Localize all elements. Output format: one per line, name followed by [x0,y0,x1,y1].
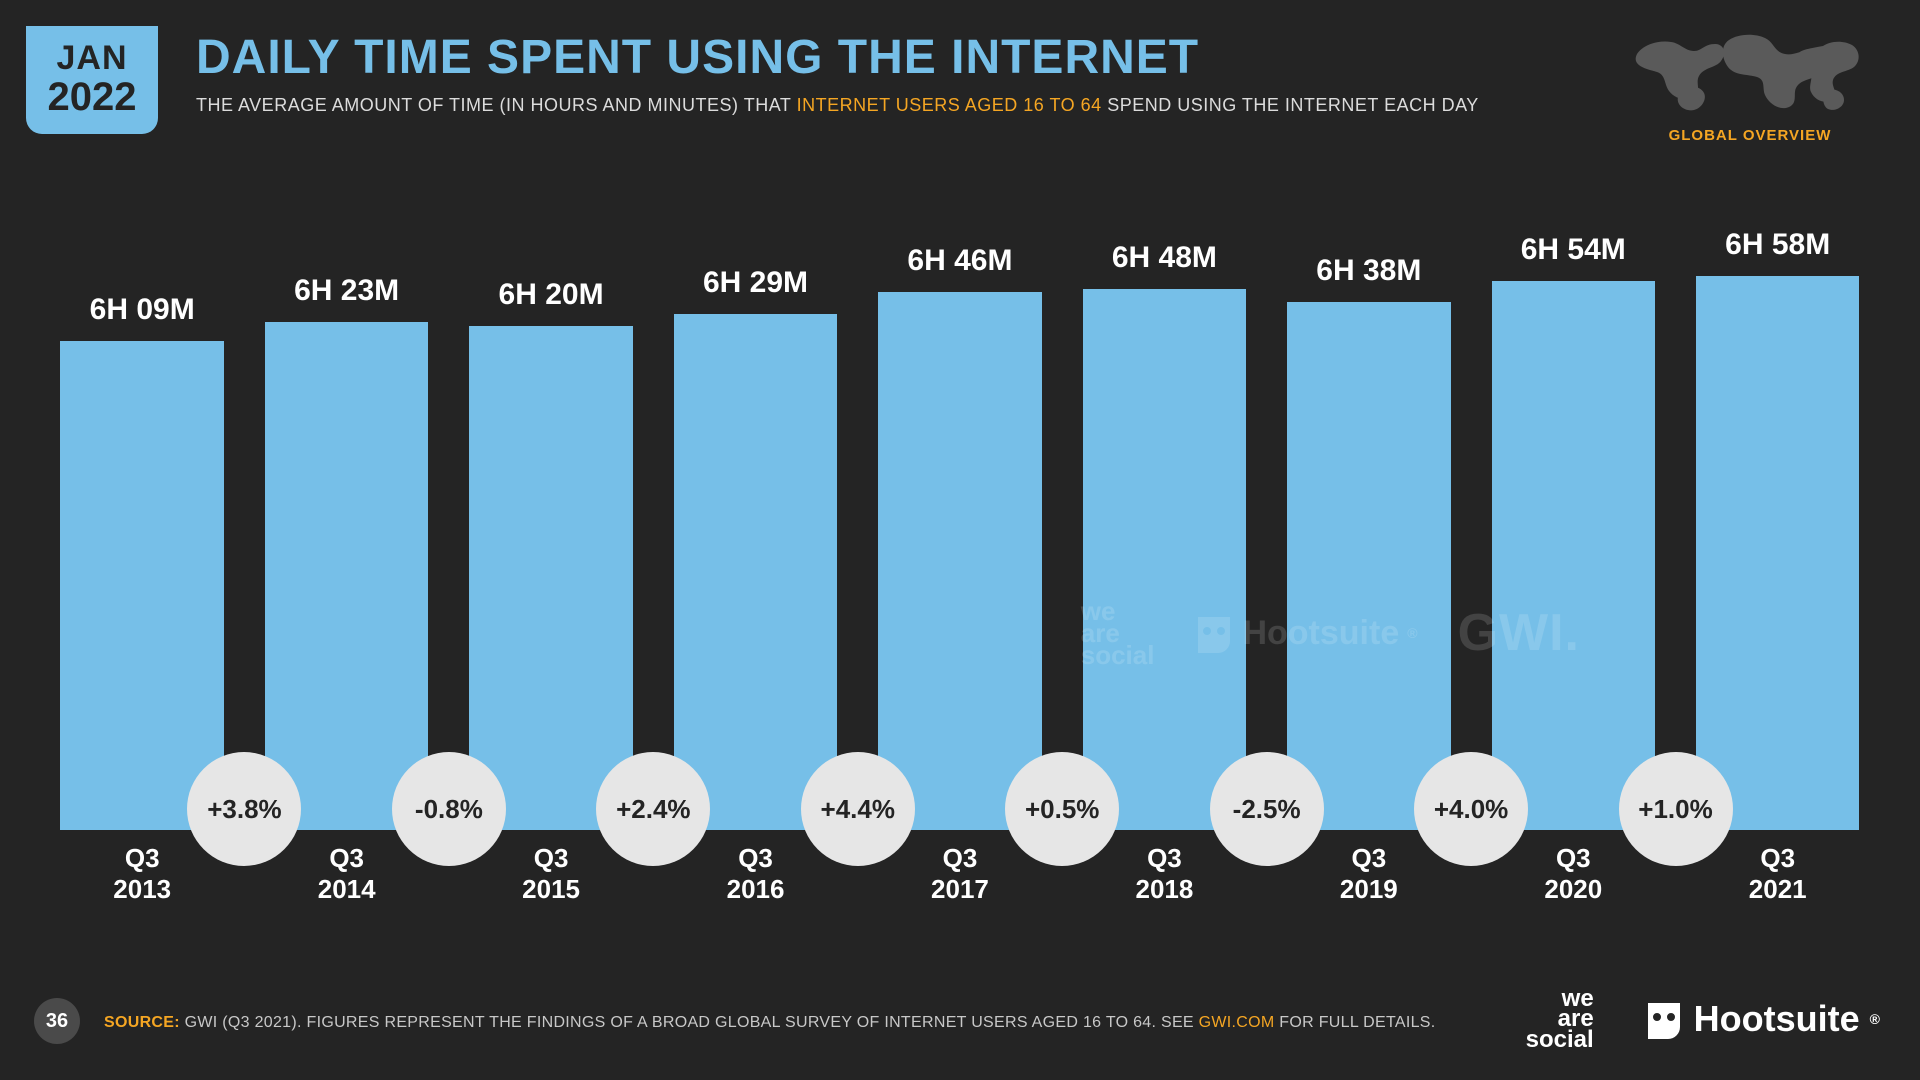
x-axis-label: Q32013+3.8% [40,830,244,930]
bar: 6H 54M [1492,281,1656,830]
bar-value-label: 6H 09M [90,293,195,327]
logo-wearesocial: wearesocial [1526,989,1594,1050]
page-subtitle: THE AVERAGE AMOUNT OF TIME (IN HOURS AND… [196,95,1600,116]
bar-value-label: 6H 23M [294,274,399,308]
source-link: GWI.COM [1199,1014,1275,1031]
bar: 6H 09M [60,341,224,830]
date-year: 2022 [48,75,137,119]
source-text-pre: GWI (Q3 2021). FIGURES REPRESENT THE FIN… [180,1014,1199,1031]
delta-badge: +1.0% [1619,752,1733,866]
title-block: DAILY TIME SPENT USING THE INTERNET THE … [196,30,1600,116]
delta-badge: +4.4% [801,752,915,866]
bar-slot: 6H 48M [1062,220,1266,830]
bar-value-label: 6H 29M [703,266,808,300]
source-line: SOURCE: GWI (Q3 2021). FIGURES REPRESENT… [104,1014,1436,1032]
globe-caption: GLOBAL OVERVIEW [1620,127,1880,144]
delta-badge: -0.8% [392,752,506,866]
bar-value-label: 6H 20M [499,278,604,312]
delta-badge: +4.0% [1414,752,1528,866]
bar-value-label: 6H 54M [1521,233,1626,267]
page-number: 36 [34,998,80,1044]
bar: 6H 29M [674,314,838,830]
bar: 6H 38M [1287,302,1451,830]
bar-slot: 6H 09M [40,220,244,830]
delta-badge: +2.4% [596,752,710,866]
bar-slot: 6H 54M [1471,220,1675,830]
bar-value-label: 6H 58M [1725,228,1830,262]
bar-slot: 6H 20M [449,220,653,830]
x-axis: Q32013+3.8%Q32014-0.8%Q32015+2.4%Q32016+… [40,830,1880,930]
delta-badge: +3.8% [187,752,301,866]
bar-value-label: 6H 38M [1316,254,1421,288]
bar-slot: 6H 29M [653,220,857,830]
delta-badge: +0.5% [1005,752,1119,866]
bar: 6H 23M [265,322,429,830]
date-badge: JAN 2022 [26,26,158,134]
source-label: SOURCE: [104,1014,180,1031]
bar-value-label: 6H 48M [1112,241,1217,275]
bar-slot: 6H 38M [1267,220,1471,830]
source-text-post: FOR FULL DETAILS. [1275,1014,1436,1031]
delta-badge: -2.5% [1210,752,1324,866]
bar-slot: 6H 46M [858,220,1062,830]
registered-mark: ® [1870,1011,1880,1027]
bar: 6H 58M [1696,276,1860,830]
bar: 6H 20M [469,326,633,830]
bar-slot: 6H 58M [1676,220,1880,830]
owl-icon [1644,999,1684,1039]
subtitle-post: SPEND USING THE INTERNET EACH DAY [1102,95,1479,115]
bar: 6H 46M [878,292,1042,830]
world-map-icon [1625,26,1875,118]
bar: 6H 48M [1083,289,1247,830]
logo-hootsuite: Hootsuite® [1644,998,1880,1040]
bar-slot: 6H 23M [244,220,448,830]
bars-row: 6H 09M6H 23M6H 20M6H 29M6H 46M6H 48M6H 3… [40,220,1880,830]
date-month: JAN [56,41,127,75]
subtitle-highlight: INTERNET USERS AGED 16 TO 64 [797,95,1102,115]
bar-value-label: 6H 46M [907,244,1012,278]
globe-block: GLOBAL OVERVIEW [1620,26,1880,144]
subtitle-pre: THE AVERAGE AMOUNT OF TIME (IN HOURS AND… [196,95,797,115]
bar-chart: 6H 09M6H 23M6H 20M6H 29M6H 46M6H 48M6H 3… [40,220,1880,930]
footer-logos: wearesocial Hootsuite® [1526,989,1880,1050]
page-title: DAILY TIME SPENT USING THE INTERNET [196,30,1600,85]
